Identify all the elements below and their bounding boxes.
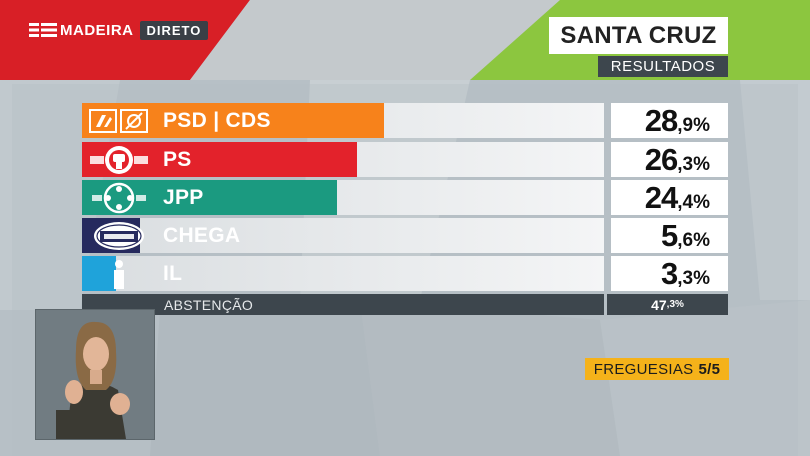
jpp-people-circle-logo-icon — [82, 180, 156, 215]
percentage-integer: 26 — [644, 142, 678, 177]
bar-track — [82, 218, 604, 253]
result-row-ps: PS 26,3% — [82, 142, 728, 177]
parishes-counter: FREGUESIAS 5/5 — [585, 358, 729, 380]
abstention-label: ABSTENÇÃO — [164, 297, 254, 313]
party-name: PS — [163, 148, 192, 171]
result-row-jpp: JPP 24,4% — [82, 180, 728, 215]
results-subtitle: RESULTADOS — [598, 56, 728, 77]
party-percentage: 5,6% — [611, 218, 728, 253]
party-name: PSD | CDS — [163, 109, 271, 132]
percentage-decimal: ,9% — [677, 115, 710, 136]
party-percentage: 26,3% — [611, 142, 728, 177]
percentage-decimal: ,4% — [677, 192, 710, 213]
percentage-integer: 5 — [661, 218, 678, 253]
party-percentage: 3,3% — [611, 256, 728, 291]
abstention-percentage: 47,3% — [607, 294, 728, 315]
percentage-integer: 28 — [644, 103, 678, 138]
result-row-chega: CHEGA 5,6% — [82, 218, 728, 253]
party-name: JPP — [163, 186, 204, 209]
party-name: IL — [163, 262, 183, 285]
abstention-bar — [82, 294, 604, 315]
live-badge: DIRETO — [139, 20, 209, 40]
percentage-decimal: ,3% — [677, 268, 710, 289]
percentage-integer: 47 — [651, 296, 667, 313]
interpreter-figure — [36, 310, 154, 439]
rtp-logo-icon — [29, 23, 57, 37]
constituency-title: SANTA CRUZ — [549, 17, 728, 54]
percentage-integer: 3 — [661, 256, 678, 291]
il-logo-icon — [82, 256, 156, 291]
sign-language-interpreter-video — [35, 309, 155, 440]
psd-cds-logo-icon — [82, 103, 156, 138]
result-bar — [82, 256, 117, 291]
percentage-integer: 24 — [644, 180, 678, 215]
party-percentage: 24,4% — [611, 180, 728, 215]
parishes-count: 5/5 — [698, 360, 721, 378]
channel-name: MADEIRA — [60, 21, 134, 39]
party-percentage: 28,9% — [611, 103, 728, 138]
bar-track — [82, 256, 604, 291]
abstention-row: ABSTENÇÃO 47,3% — [82, 294, 728, 315]
percentage-decimal: ,6% — [677, 230, 710, 251]
percentage-decimal: ,3% — [677, 154, 710, 175]
parishes-label: FREGUESIAS — [593, 360, 694, 378]
result-row-psd-cds: PSD | CDS 28,9% — [82, 103, 728, 138]
chega-logo-icon — [82, 218, 156, 253]
channel-badge: MADEIRA DIRETO — [28, 19, 209, 41]
ps-fist-rose-logo-icon — [82, 142, 156, 177]
percentage-decimal: ,3% — [666, 299, 684, 310]
party-name: CHEGA — [163, 224, 241, 247]
result-row-il: IL 3,3% — [82, 256, 728, 291]
